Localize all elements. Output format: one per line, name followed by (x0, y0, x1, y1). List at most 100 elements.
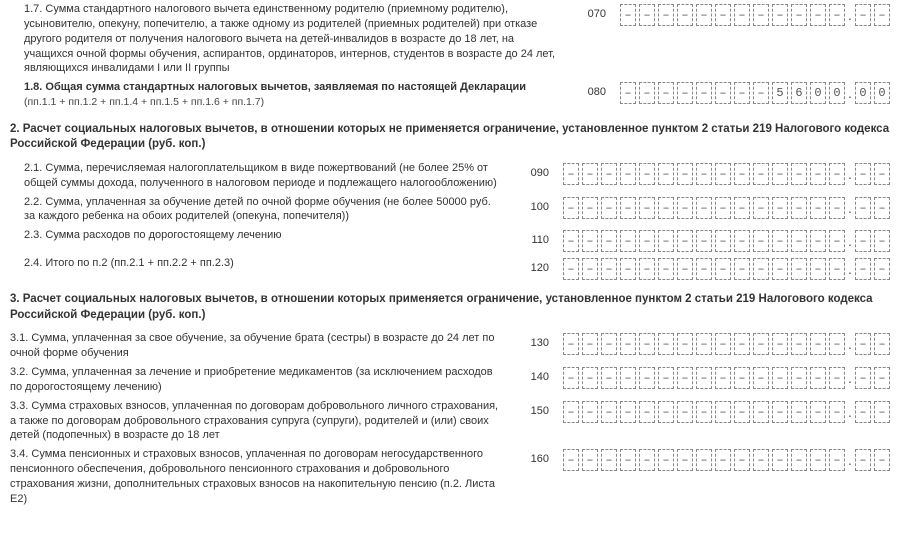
digit-cell[interactable]: – (791, 4, 807, 26)
digit-cell[interactable]: – (791, 258, 807, 280)
digit-cell[interactable]: – (753, 230, 769, 252)
digit-cell[interactable]: – (639, 197, 655, 219)
digit-cell[interactable]: – (772, 258, 788, 280)
digit-cell[interactable]: – (715, 401, 731, 423)
digit-cell[interactable]: – (696, 333, 712, 355)
digit-cell[interactable]: – (677, 258, 693, 280)
digit-cell[interactable]: – (829, 230, 845, 252)
digit-cell[interactable]: – (855, 163, 871, 185)
digit-cell[interactable]: – (715, 163, 731, 185)
digit-cell[interactable]: – (874, 230, 890, 252)
digit-cell[interactable]: – (810, 258, 826, 280)
digit-cell[interactable]: – (563, 197, 579, 219)
digit-cell[interactable]: – (658, 163, 674, 185)
digit-cell[interactable]: – (829, 333, 845, 355)
digit-cell[interactable]: – (772, 333, 788, 355)
digit-cell[interactable]: 0 (829, 82, 845, 104)
digit-cell[interactable]: – (791, 367, 807, 389)
digit-cell[interactable]: – (734, 449, 750, 471)
digit-cell[interactable]: – (582, 163, 598, 185)
digit-cell[interactable]: – (810, 230, 826, 252)
digit-cell[interactable]: – (658, 367, 674, 389)
digit-cell[interactable]: – (601, 258, 617, 280)
digit-cell[interactable]: – (855, 258, 871, 280)
digit-cell[interactable]: – (658, 230, 674, 252)
digit-cell[interactable]: – (658, 449, 674, 471)
digit-cell[interactable]: – (810, 163, 826, 185)
digit-cell[interactable]: – (658, 401, 674, 423)
digit-cell[interactable]: – (677, 82, 693, 104)
digit-cell[interactable]: – (855, 197, 871, 219)
digit-cell[interactable]: – (855, 333, 871, 355)
digit-cell[interactable]: – (620, 367, 636, 389)
digit-cell[interactable]: – (639, 258, 655, 280)
digit-cell[interactable]: – (734, 230, 750, 252)
digit-cell[interactable]: – (620, 163, 636, 185)
digit-cell[interactable]: 0 (810, 82, 826, 104)
digit-cell[interactable]: – (753, 82, 769, 104)
digit-cell[interactable]: – (639, 333, 655, 355)
digit-cell[interactable]: – (582, 230, 598, 252)
digit-cell[interactable]: – (620, 401, 636, 423)
digit-cell[interactable]: – (696, 197, 712, 219)
digit-cell[interactable]: – (582, 367, 598, 389)
digit-cell[interactable]: – (791, 197, 807, 219)
cells-100[interactable]: –––––––––––––––.–– (563, 195, 890, 219)
digit-cell[interactable]: – (696, 258, 712, 280)
cells-150[interactable]: –––––––––––––––.–– (563, 399, 890, 423)
digit-cell[interactable]: – (620, 449, 636, 471)
digit-cell[interactable]: – (658, 197, 674, 219)
digit-cell[interactable]: – (734, 163, 750, 185)
digit-cell[interactable]: – (582, 197, 598, 219)
digit-cell[interactable]: – (658, 258, 674, 280)
digit-cell[interactable]: – (715, 230, 731, 252)
digit-cell[interactable]: – (874, 4, 890, 26)
digit-cell[interactable]: – (829, 4, 845, 26)
digit-cell[interactable]: 5 (772, 82, 788, 104)
digit-cell[interactable]: – (772, 4, 788, 26)
digit-cell[interactable]: – (772, 367, 788, 389)
digit-cell[interactable]: – (715, 367, 731, 389)
cells-080[interactable]: ––––––––5600.00 (620, 80, 890, 104)
digit-cell[interactable]: – (791, 230, 807, 252)
cells-140[interactable]: –––––––––––––––.–– (563, 365, 890, 389)
digit-cell[interactable]: – (734, 333, 750, 355)
digit-cell[interactable]: – (639, 401, 655, 423)
cells-130[interactable]: –––––––––––––––.–– (563, 331, 890, 355)
digit-cell[interactable]: – (734, 4, 750, 26)
digit-cell[interactable]: – (563, 449, 579, 471)
digit-cell[interactable]: – (696, 82, 712, 104)
digit-cell[interactable]: – (855, 367, 871, 389)
digit-cell[interactable]: – (696, 401, 712, 423)
digit-cell[interactable]: 0 (855, 82, 871, 104)
digit-cell[interactable]: – (874, 401, 890, 423)
digit-cell[interactable]: – (791, 449, 807, 471)
digit-cell[interactable]: – (582, 258, 598, 280)
digit-cell[interactable]: – (734, 258, 750, 280)
digit-cell[interactable]: – (563, 401, 579, 423)
digit-cell[interactable]: – (601, 230, 617, 252)
digit-cell[interactable]: – (791, 163, 807, 185)
digit-cell[interactable]: – (677, 230, 693, 252)
digit-cell[interactable]: – (829, 197, 845, 219)
digit-cell[interactable]: – (677, 333, 693, 355)
digit-cell[interactable]: – (582, 449, 598, 471)
digit-cell[interactable]: – (601, 401, 617, 423)
digit-cell[interactable]: – (715, 82, 731, 104)
cells-070[interactable]: ––––––––––––.–– (620, 2, 890, 26)
digit-cell[interactable]: – (810, 4, 826, 26)
digit-cell[interactable]: – (639, 367, 655, 389)
digit-cell[interactable]: – (753, 163, 769, 185)
digit-cell[interactable]: – (829, 163, 845, 185)
digit-cell[interactable]: – (829, 258, 845, 280)
digit-cell[interactable]: – (829, 367, 845, 389)
digit-cell[interactable]: – (715, 333, 731, 355)
digit-cell[interactable]: – (677, 197, 693, 219)
digit-cell[interactable]: – (874, 163, 890, 185)
digit-cell[interactable]: – (874, 258, 890, 280)
digit-cell[interactable]: – (753, 367, 769, 389)
digit-cell[interactable]: – (620, 197, 636, 219)
cells-090[interactable]: –––––––––––––––.–– (563, 161, 890, 185)
digit-cell[interactable]: – (658, 4, 674, 26)
digit-cell[interactable]: – (810, 401, 826, 423)
